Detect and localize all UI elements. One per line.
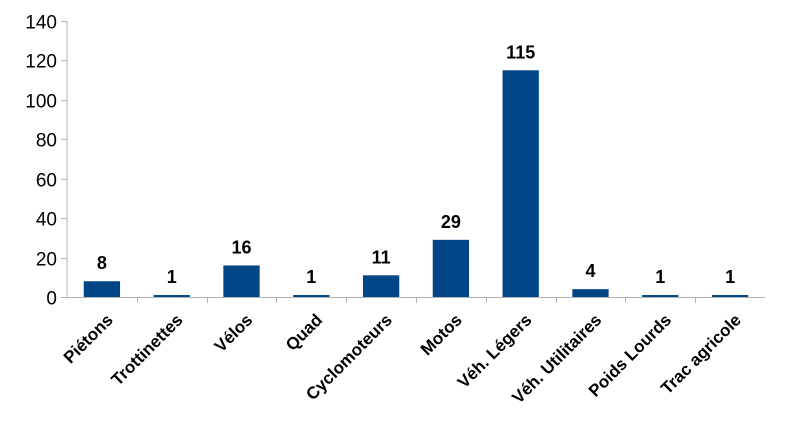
data-label: 1 bbox=[306, 267, 316, 287]
data-label: 115 bbox=[506, 42, 535, 62]
data-label: 16 bbox=[231, 237, 251, 257]
x-category-label: Trottinettes bbox=[108, 310, 187, 389]
x-category-label: Quad bbox=[282, 310, 326, 354]
x-category-label: Piétons bbox=[60, 310, 117, 367]
bar bbox=[153, 295, 190, 297]
y-axis-tick-labels: 0 20 40 60 80 100 120 140 bbox=[25, 13, 57, 310]
data-label: 11 bbox=[372, 247, 391, 267]
bar bbox=[432, 239, 470, 297]
data-label: 1 bbox=[167, 267, 177, 287]
bar bbox=[293, 295, 330, 297]
y-tick-label: 20 bbox=[36, 250, 57, 271]
x-category-label: Motos bbox=[417, 310, 466, 359]
y-tick-label: 0 bbox=[46, 289, 57, 310]
bar bbox=[572, 289, 609, 297]
y-tick-label: 100 bbox=[25, 92, 57, 113]
y-tick-label: 140 bbox=[25, 13, 57, 34]
y-tick-label: 40 bbox=[36, 210, 57, 231]
data-label: 1 bbox=[655, 267, 665, 287]
y-tick-label: 60 bbox=[36, 171, 57, 192]
data-label: 1 bbox=[725, 267, 735, 287]
bar bbox=[362, 275, 400, 297]
bar bbox=[642, 295, 679, 297]
bar bbox=[502, 70, 539, 298]
x-category-label: Vélos bbox=[211, 310, 257, 356]
axes bbox=[61, 21, 765, 303]
bar bbox=[83, 281, 121, 297]
bars bbox=[83, 70, 749, 298]
data-label: 8 bbox=[97, 253, 107, 273]
bar bbox=[711, 295, 749, 297]
data-label: 29 bbox=[441, 212, 461, 232]
y-tick-label: 80 bbox=[36, 131, 57, 152]
data-label: 4 bbox=[585, 261, 595, 281]
y-tick-label: 120 bbox=[25, 52, 57, 73]
bar bbox=[223, 265, 260, 297]
